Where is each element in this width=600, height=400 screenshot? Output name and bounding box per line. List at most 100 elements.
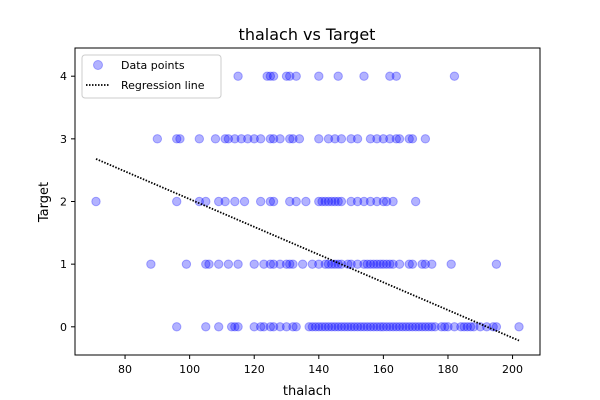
data-point [372, 259, 382, 269]
data-point [343, 259, 353, 269]
data-point [462, 322, 473, 332]
data-point [372, 196, 382, 207]
data-point [388, 196, 398, 207]
data-point [420, 259, 431, 269]
data-point [91, 196, 101, 207]
data-point [291, 196, 301, 207]
data-point [359, 322, 369, 332]
data-point [281, 322, 292, 332]
data-point [420, 134, 431, 144]
data-point [346, 196, 356, 207]
data-point [459, 322, 469, 332]
x-tick-label: 120 [244, 363, 265, 376]
x-tick-label: 200 [502, 363, 523, 376]
data-point [365, 134, 376, 144]
data-point [372, 322, 382, 332]
data-point [268, 71, 279, 81]
data-point [265, 71, 276, 81]
data-point [281, 71, 292, 81]
data-point [175, 134, 185, 144]
data-point [201, 259, 211, 269]
data-point [307, 259, 318, 269]
data-point [146, 259, 156, 269]
x-tick-label: 160 [373, 363, 394, 376]
data-point [265, 259, 276, 269]
data-point [288, 322, 298, 332]
data-point [465, 322, 476, 332]
data-point [323, 259, 334, 269]
data-point [230, 322, 240, 332]
data-point [491, 259, 502, 269]
data-point [381, 196, 392, 207]
data-point [365, 196, 376, 207]
data-point [255, 134, 266, 144]
data-point [265, 196, 276, 207]
data-point [255, 196, 266, 207]
data-point [417, 322, 427, 332]
data-point [262, 71, 272, 81]
data-point [385, 71, 395, 81]
data-point [375, 322, 385, 332]
data-point [349, 322, 360, 332]
x-axis-label: thalach [283, 384, 331, 399]
data-point [378, 134, 389, 144]
x-tick-label: 100 [179, 363, 200, 376]
data-point [204, 259, 214, 269]
data-point [327, 322, 337, 332]
data-point [449, 71, 460, 81]
data-point [385, 134, 395, 144]
y-tick-label: 4 [60, 70, 67, 83]
data-point [320, 196, 330, 207]
data-point [323, 196, 334, 207]
data-point [427, 322, 437, 332]
data-point [259, 322, 269, 332]
data-point [333, 196, 343, 207]
data-point [417, 259, 427, 269]
data-point [281, 259, 292, 269]
data-point [410, 196, 421, 207]
data-point [230, 196, 240, 207]
data-point [172, 196, 182, 207]
data-point [333, 322, 343, 332]
data-point [394, 134, 405, 144]
data-point [359, 71, 369, 81]
legend: Data points Regression line [81, 54, 222, 99]
data-point [243, 134, 253, 144]
y-tick-label: 3 [60, 133, 67, 146]
data-point [369, 259, 379, 269]
data-point [378, 322, 389, 332]
data-point [297, 259, 308, 269]
data-point [268, 259, 279, 269]
data-point [314, 196, 324, 207]
data-point [391, 71, 401, 81]
data-point [214, 196, 224, 207]
data-point [420, 322, 431, 332]
data-point [365, 259, 376, 269]
data-point [339, 322, 350, 332]
data-point [288, 259, 298, 269]
data-point [336, 196, 347, 207]
data-point [469, 322, 479, 332]
data-point [404, 259, 414, 269]
data-point [365, 322, 376, 332]
data-point [430, 322, 440, 332]
data-point [404, 134, 414, 144]
data-point [352, 322, 363, 332]
data-point [255, 322, 266, 332]
data-point [330, 196, 340, 207]
data-point [233, 71, 243, 81]
data-point [307, 322, 318, 332]
data-point [275, 259, 285, 269]
data-point [391, 134, 401, 144]
legend-marker-data-points [93, 60, 103, 70]
data-point [407, 322, 418, 332]
data-point [259, 259, 269, 269]
data-point [423, 322, 434, 332]
data-point [336, 322, 347, 332]
data-point [356, 322, 366, 332]
data-point [381, 322, 392, 332]
y-tick-label: 2 [60, 196, 67, 209]
data-point [285, 259, 295, 269]
data-point [385, 259, 395, 269]
data-point [343, 322, 353, 332]
